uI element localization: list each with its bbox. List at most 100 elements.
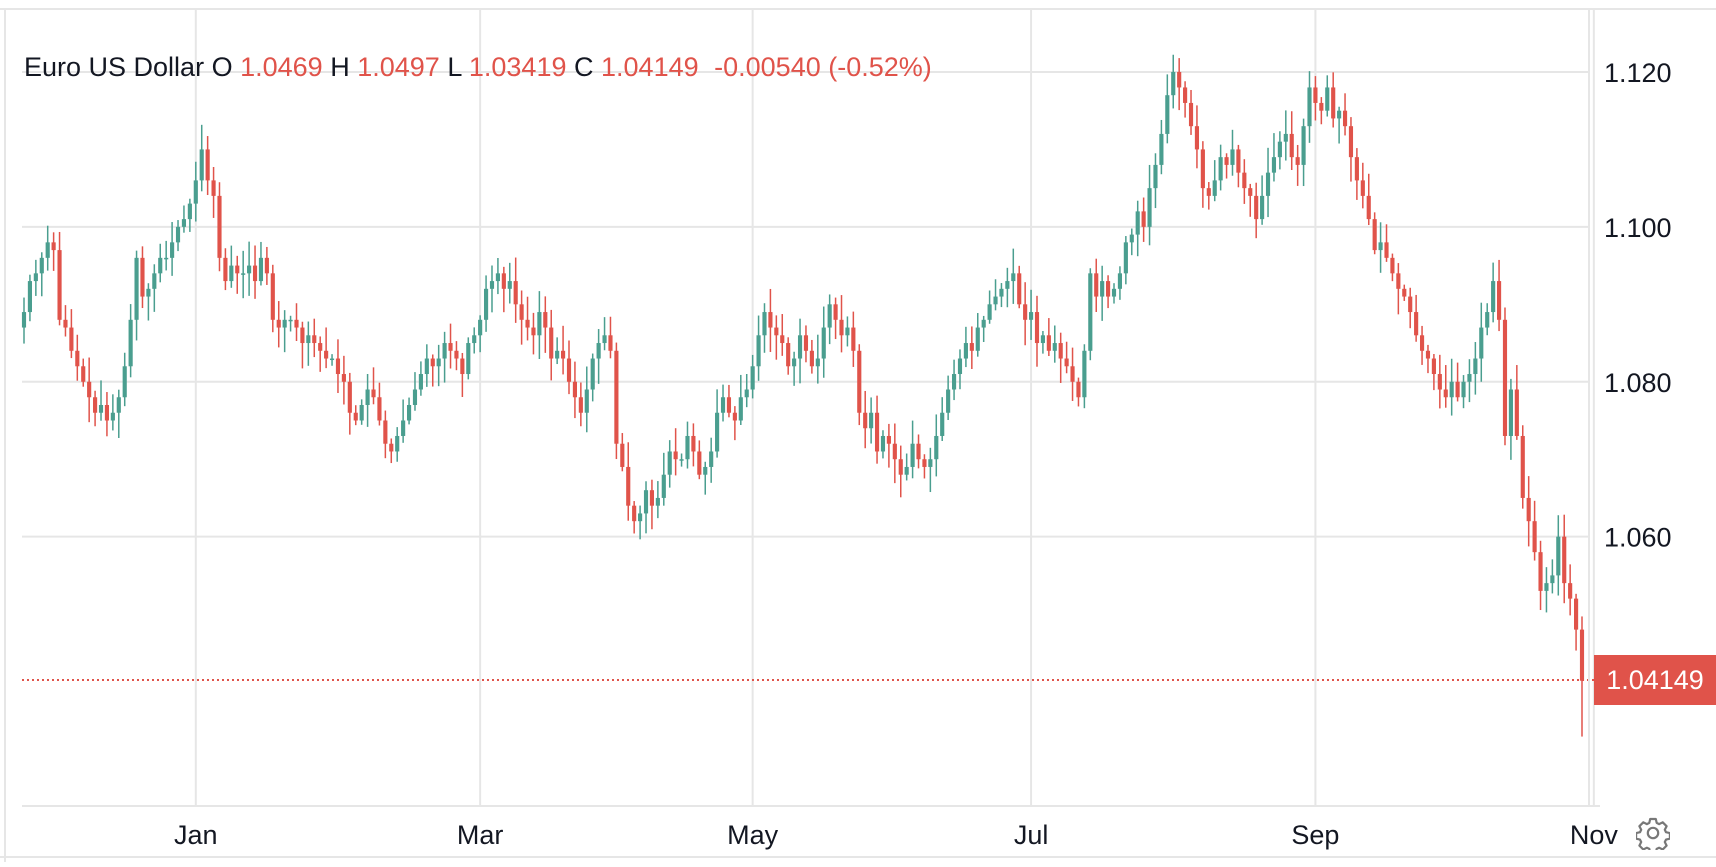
candle-body: [815, 358, 820, 367]
candle-body: [1544, 583, 1549, 591]
candle-body: [1023, 304, 1028, 320]
candle-body: [128, 319, 133, 367]
open-value: 1.0469: [240, 52, 323, 82]
candle-body: [454, 350, 459, 359]
x-tick-label: Sep: [1291, 820, 1339, 850]
candle-body: [1260, 195, 1265, 220]
candle-body: [140, 257, 145, 297]
candle-body: [1200, 149, 1205, 189]
candle-body: [1579, 629, 1585, 681]
candle-body: [1123, 242, 1128, 274]
candle-body: [306, 335, 311, 344]
candle-body: [750, 366, 755, 390]
candle-body: [928, 459, 933, 467]
candle-body: [1005, 281, 1010, 289]
candle-body: [1390, 257, 1395, 274]
candle-body: [288, 319, 293, 322]
candle-body: [187, 203, 192, 220]
candle-body: [643, 490, 649, 514]
candle-body: [45, 242, 50, 258]
candle-body: [1212, 180, 1217, 196]
candle-body: [1301, 126, 1306, 165]
candle-body: [886, 435, 891, 444]
candle-body: [193, 180, 198, 204]
candle-body: [584, 389, 589, 413]
candle-body: [1100, 281, 1105, 297]
candle-body: [661, 474, 666, 498]
candle-body: [863, 412, 868, 429]
candle-body: [827, 304, 832, 328]
candle-body: [460, 358, 465, 375]
candle-body: [1188, 102, 1194, 127]
candle-body: [1508, 389, 1513, 436]
close-value: 1.04149: [601, 52, 699, 82]
candle-body: [377, 397, 382, 421]
candle-body: [608, 335, 613, 351]
candle-body: [1496, 281, 1502, 320]
ohlc-legend: Euro US Dollar O 1.0469 H 1.0497 L 1.034…: [24, 52, 932, 83]
candle-body: [146, 288, 151, 297]
candle-body: [1147, 188, 1152, 227]
candle-body: [1348, 126, 1354, 158]
candle-body: [1461, 381, 1466, 398]
x-tick-label: Jan: [174, 820, 218, 850]
candle-body: [1064, 358, 1069, 367]
candle-body: [181, 219, 187, 227]
open-key: O: [211, 52, 233, 82]
candle-body: [472, 335, 477, 344]
candle-body: [614, 350, 619, 444]
candle-body: [940, 412, 945, 436]
candle-body: [1473, 358, 1478, 375]
candle-body: [81, 366, 86, 382]
candle-body: [1502, 319, 1508, 436]
candle-body: [341, 374, 346, 382]
candle-body: [809, 350, 814, 367]
candle-body: [353, 412, 358, 421]
candle-body: [1313, 87, 1318, 103]
candle-body: [685, 435, 690, 460]
candle-body: [1230, 149, 1235, 165]
candle-body: [513, 281, 518, 305]
candle-body: [738, 397, 743, 421]
candle-body: [975, 327, 980, 351]
candle-body: [57, 250, 62, 320]
candle-body: [1526, 497, 1531, 522]
change-value: -0.00540: [714, 52, 821, 82]
candle-body: [235, 265, 240, 274]
settings-button[interactable]: [1635, 816, 1671, 854]
last-price-label: 1.04149: [1594, 655, 1716, 706]
low-value: 1.03419: [468, 52, 567, 82]
candle-body: [418, 374, 423, 390]
candle-body: [158, 257, 163, 274]
candle-body: [1574, 598, 1579, 630]
candle-body: [152, 273, 157, 289]
candle-body: [1419, 335, 1425, 351]
candle-body: [590, 358, 595, 390]
candle-body: [1153, 164, 1158, 189]
candle-body: [1431, 358, 1436, 375]
candle-body: [63, 319, 68, 328]
candle-body: [1342, 110, 1348, 127]
candle-body: [507, 281, 512, 289]
candle-body: [1117, 273, 1123, 289]
y-axis-labels: 1.060 1.080 1.100 1.120: [1604, 58, 1672, 553]
candle-body: [359, 405, 364, 421]
candle-body: [1520, 435, 1525, 498]
candle-body: [122, 366, 127, 398]
candle-body: [300, 327, 305, 344]
candle-body: [1354, 157, 1359, 181]
candle-body: [1254, 195, 1259, 220]
candle-body: [691, 435, 696, 452]
candle-body: [1076, 381, 1081, 398]
candle-body: [1378, 242, 1383, 251]
candle-body: [430, 358, 435, 367]
candle-body: [1491, 281, 1496, 313]
candle-body: [164, 257, 169, 260]
candle-body: [39, 257, 44, 274]
candle-body: [1538, 552, 1543, 591]
candle-body: [116, 397, 121, 413]
candle-body: [1289, 133, 1294, 158]
candle-body: [21, 312, 27, 328]
